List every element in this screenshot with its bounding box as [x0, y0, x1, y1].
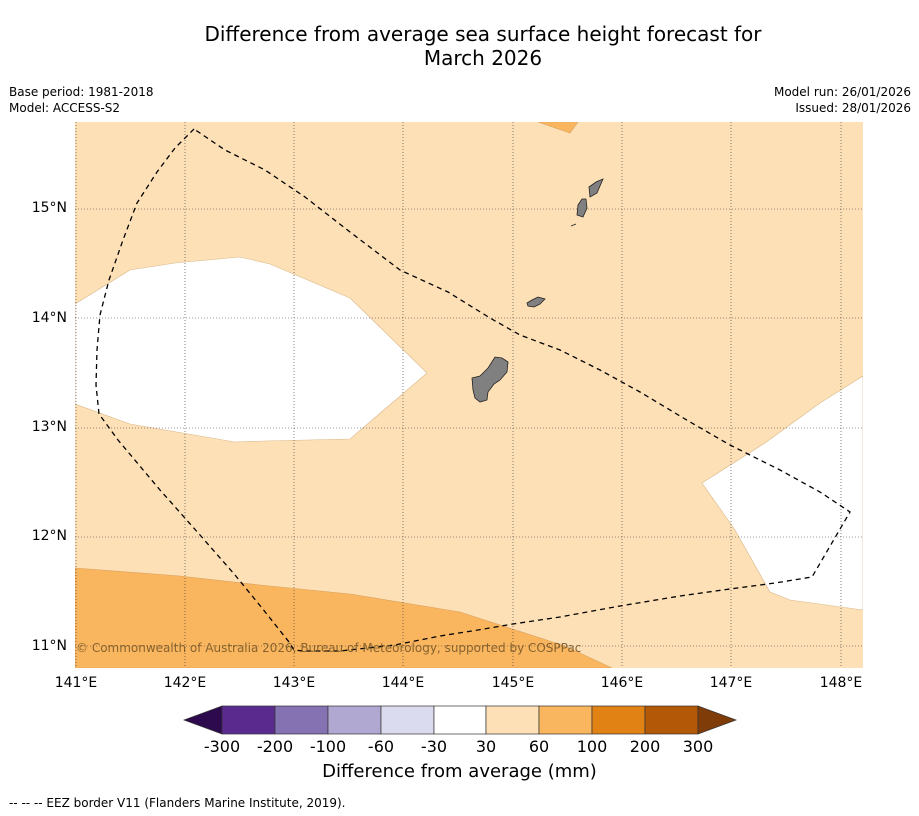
colorbar-tick: 100	[576, 737, 608, 756]
colorbar-bin-9	[644, 705, 699, 735]
colorbar	[182, 705, 738, 735]
island-aguijan	[570, 223, 577, 227]
colorbar-bin-1	[221, 705, 276, 735]
island-tinian	[576, 198, 588, 218]
eez-border	[95, 128, 851, 652]
colorbar-tick: 300	[682, 737, 714, 756]
colorbar-extend-high	[697, 705, 738, 735]
colorbar-tick: 30	[475, 737, 497, 756]
lon-label-147: 147°E	[709, 675, 753, 691]
issued-text: Issued: 28/01/2026	[795, 101, 911, 115]
colorbar-bin-7	[538, 705, 593, 735]
lat-label-15: 15°N	[31, 200, 67, 216]
band-neutral-east	[701, 375, 863, 611]
lon-label-146: 146°E	[600, 675, 644, 691]
chart-title-line1: Difference from average sea surface heig…	[204, 22, 762, 46]
chart-title-line2: March 2026	[423, 46, 543, 70]
colorbar-extend-low	[182, 705, 223, 735]
colorbar-title: Difference from average (mm)	[322, 761, 597, 782]
lat-label-12: 12°N	[31, 528, 67, 544]
graticule	[75, 122, 863, 668]
eez-footnote: -- -- -- EEZ border V11 (Flanders Marine…	[9, 796, 346, 810]
colorbar-tick: 60	[528, 737, 550, 756]
colorbar-bin-4	[380, 705, 435, 735]
band-60-100-south	[75, 567, 613, 668]
map-panel	[75, 122, 863, 668]
colorbar-tick: -100	[309, 737, 347, 756]
island-rota	[526, 296, 546, 308]
colorbar-bin-3	[327, 705, 382, 735]
colorbar-bin-6	[485, 705, 540, 735]
lon-label-148: 148°E	[819, 675, 863, 691]
lon-label-143: 143°E	[272, 675, 316, 691]
colorbar-bin-2	[274, 705, 329, 735]
meta-right: Model run: 26/01/2026 Issued: 28/01/2026	[774, 84, 911, 116]
colorbar-tick: -300	[203, 737, 241, 756]
colorbar-bin-8	[591, 705, 646, 735]
copyright-text: © Commonwealth of Australia 2026, Bureau…	[76, 641, 582, 655]
model-text: Model: ACCESS-S2	[9, 101, 121, 115]
base-period-text: Base period: 1981-2018	[9, 85, 154, 99]
lat-label-11: 11°N	[31, 638, 67, 654]
lon-label-141: 141°E	[54, 675, 98, 691]
lat-label-13: 13°N	[31, 419, 67, 435]
colorbar-tick: -60	[367, 737, 395, 756]
meta-left: Base period: 1981-2018 Model: ACCESS-S2	[9, 84, 154, 116]
island-saipan	[588, 178, 604, 198]
land-masses	[471, 178, 604, 403]
colorbar-bin-5	[433, 705, 487, 735]
model-run-text: Model run: 26/01/2026	[773, 85, 911, 99]
lon-label-144: 144°E	[381, 675, 425, 691]
band-60-100-north	[537, 122, 579, 134]
colorbar-tick: -30	[420, 737, 448, 756]
colorbar-tick: 200	[629, 737, 661, 756]
lat-label-14: 14°N	[31, 310, 67, 326]
colorbar-tick: -200	[256, 737, 294, 756]
chart-title: Difference from average sea surface heig…	[0, 22, 919, 70]
band-neutral-west	[75, 256, 428, 443]
lon-label-142: 142°E	[163, 675, 207, 691]
lon-label-145: 145°E	[491, 675, 535, 691]
island-guam	[471, 356, 509, 403]
